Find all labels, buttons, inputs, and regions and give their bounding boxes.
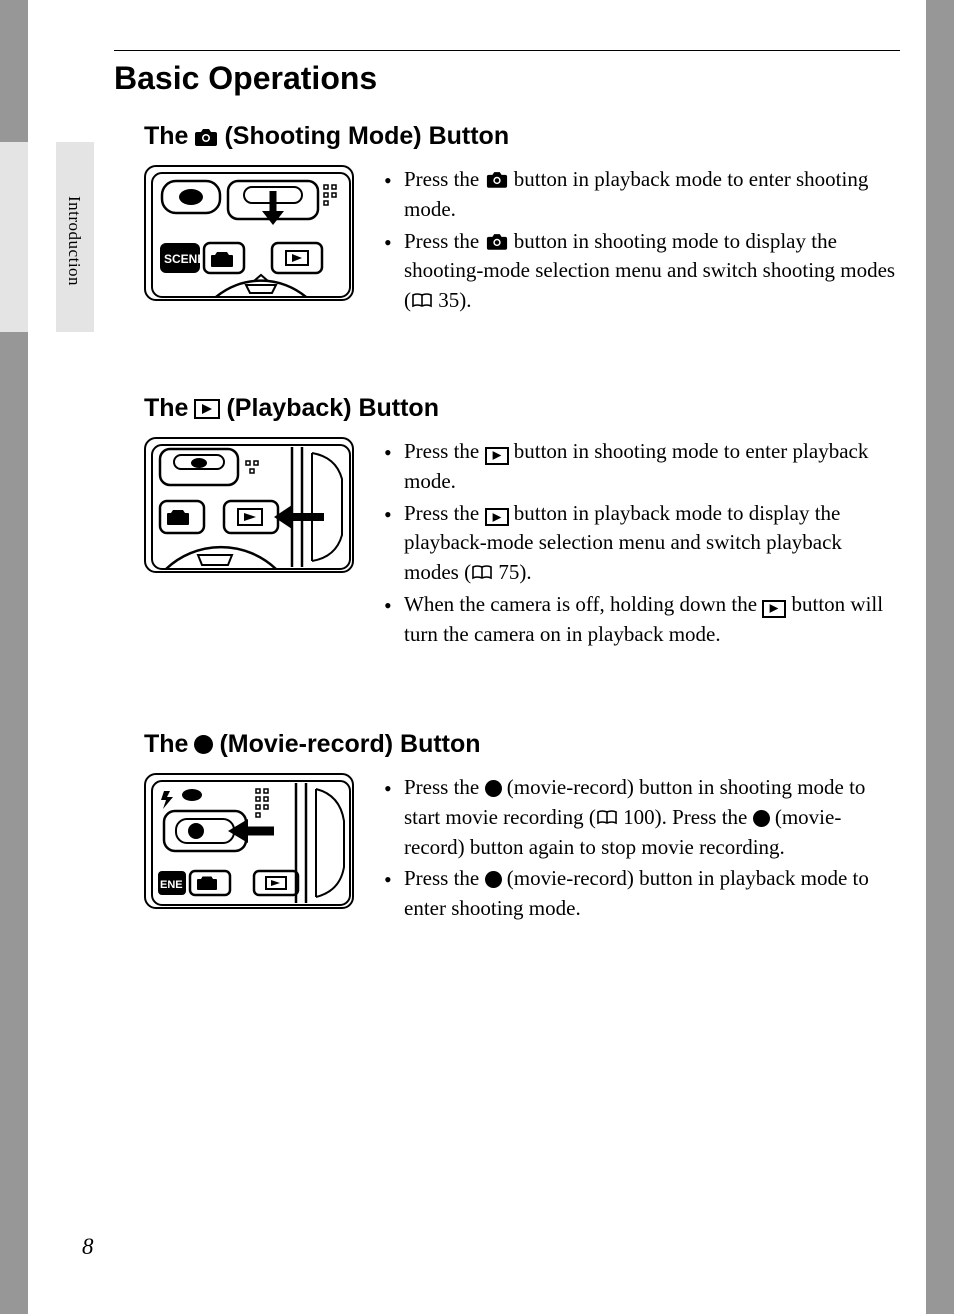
bullet-list: Press the button in shooting mode to ent… [382,437,900,652]
diagram-playback [144,437,354,573]
camera-icon [485,171,509,189]
record-icon [194,735,213,754]
play-icon [762,600,786,618]
bullet-item: Press the (movie-record) button in shoot… [382,773,900,862]
section-movie-record: The (Movie-record) Button [144,730,900,926]
heading-pre: The [144,394,188,423]
section-heading: The (Movie-record) Button [144,730,900,759]
camera-icon [485,232,509,250]
heading-post: (Movie-record) Button [219,730,480,759]
bullet-item: Press the button in shooting mode to ent… [382,437,900,497]
heading-post: (Playback) Button [226,394,439,423]
camera-icon [194,128,218,146]
section-heading: The (Playback) Button [144,394,900,423]
diagram-shooting: SCENE [144,165,354,301]
bullet-item: Press the (movie-record) button in playb… [382,864,900,924]
bullet-list: Press the (movie-record) button in shoot… [382,773,900,926]
bullet-item: Press the button in shooting mode to dis… [382,227,900,316]
bullet-item: Press the button in playback mode to ent… [382,165,900,225]
section-side-label: Introduction [64,196,84,286]
play-icon [485,447,509,465]
diagram-movie: ENE [144,773,354,909]
book-icon [411,293,433,309]
play-icon [485,508,509,526]
section-shooting-mode: The (Shooting Mode) Button [144,122,900,318]
bullet-list: Press the button in playback mode to ent… [382,165,900,318]
record-icon [485,871,502,888]
play-icon [194,399,220,419]
book-icon [596,810,618,826]
bullet-item: Press the button in playback mode to dis… [382,499,900,588]
record-icon [753,810,770,827]
manual-page: Introduction Basic Operations The (Shoot… [28,0,926,1314]
side-tab-outer [0,142,28,332]
heading-pre: The [144,122,188,151]
svg-text:SCENE: SCENE [164,252,205,266]
section-heading: The (Shooting Mode) Button [144,122,900,151]
bullet-item: When the camera is off, holding down the… [382,590,900,650]
heading-pre: The [144,730,188,759]
book-icon [471,565,493,581]
page-title: Basic Operations [114,60,377,97]
svg-text:ENE: ENE [160,879,183,891]
heading-post: (Shooting Mode) Button [224,122,509,151]
record-icon [485,780,502,797]
top-rule [114,50,900,51]
page-number: 8 [82,1234,94,1260]
section-playback: The (Playback) Button [144,394,900,652]
